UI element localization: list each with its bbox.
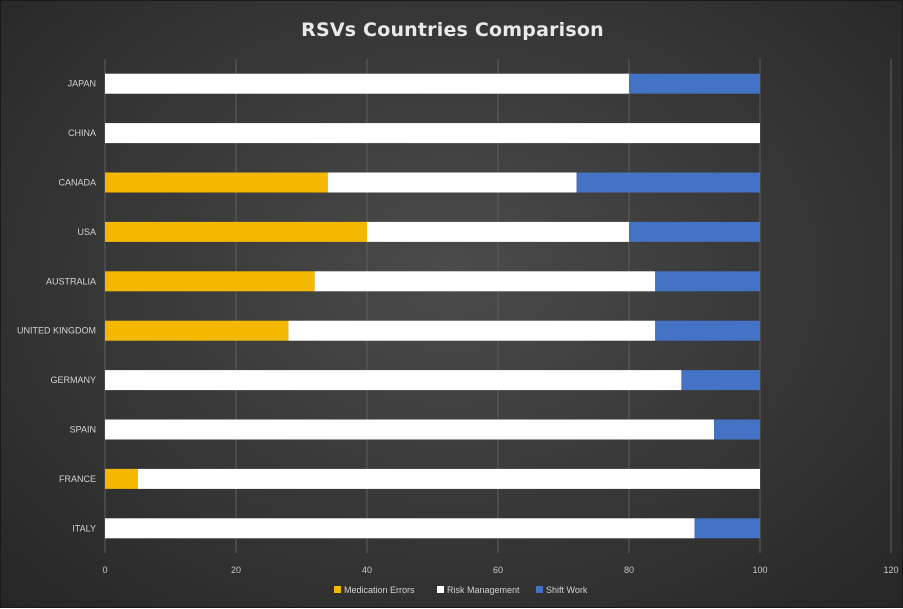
bar-usa-medication-errors: [105, 221, 367, 242]
bar-australia-medication-errors: [105, 271, 315, 292]
bar-united-kingdom-medication-errors: [105, 320, 289, 341]
bar-japan-risk-management: [105, 73, 629, 94]
category-label-usa: USA: [77, 227, 96, 237]
category-label-spain: SPAIN: [70, 425, 96, 435]
chart-title: RSVs Countries Comparison: [301, 19, 604, 41]
category-label-germany: GERMANY: [50, 375, 96, 385]
bar-united-kingdom-shift-work: [655, 320, 760, 341]
legend-swatch-shift-work: [536, 586, 543, 593]
category-label-china: CHINA: [68, 128, 96, 138]
category-label-france: FRANCE: [59, 474, 96, 484]
legend-swatch-medication-errors: [334, 586, 341, 593]
bar-australia-risk-management: [314, 271, 656, 292]
category-label-australia: AUSTRALIA: [46, 276, 96, 286]
bar-germany-risk-management: [105, 370, 682, 391]
x-tick-label-80: 80: [624, 565, 634, 575]
bar-canada-shift-work: [576, 172, 760, 193]
bar-germany-shift-work: [681, 370, 760, 391]
bar-united-kingdom-risk-management: [288, 320, 656, 341]
bar-japan-shift-work: [629, 73, 760, 94]
bar-spain-shift-work: [714, 419, 760, 440]
category-label-japan: JAPAN: [68, 79, 96, 89]
bar-canada-risk-management: [327, 172, 577, 193]
x-tick-label-60: 60: [493, 565, 503, 575]
category-label-canada: CANADA: [58, 178, 96, 188]
bar-usa-risk-management: [367, 221, 629, 242]
bar-italy-risk-management: [105, 518, 695, 539]
bar-china-risk-management: [105, 123, 760, 144]
bar-usa-shift-work: [629, 221, 760, 242]
legend-label-risk-management: Risk Management: [447, 585, 520, 595]
bar-canada-medication-errors: [105, 172, 328, 193]
x-tick-label-0: 0: [102, 565, 107, 575]
legend-label-medication-errors: Medication Errors: [344, 585, 415, 595]
legend-swatch-risk-management: [437, 586, 444, 593]
x-tick-label-40: 40: [362, 565, 372, 575]
bar-france-risk-management: [137, 468, 760, 489]
bar-australia-shift-work: [655, 271, 760, 292]
bar-italy-shift-work: [694, 518, 760, 539]
legend-label-shift-work: Shift Work: [546, 585, 588, 595]
x-tick-label-120: 120: [883, 565, 898, 575]
category-label-italy: ITALY: [72, 523, 96, 533]
x-tick-label-100: 100: [752, 565, 767, 575]
bar-france-medication-errors: [105, 468, 138, 489]
bar-spain-risk-management: [105, 419, 715, 440]
category-label-united-kingdom: UNITED KINGDOM: [17, 326, 96, 336]
x-tick-label-20: 20: [231, 565, 241, 575]
